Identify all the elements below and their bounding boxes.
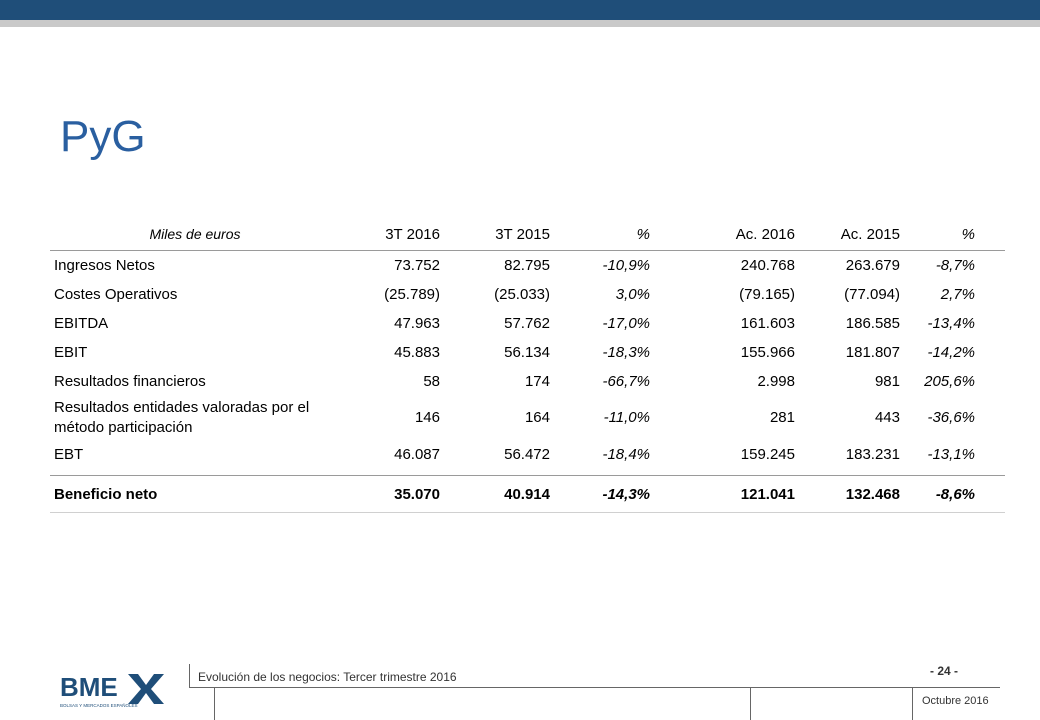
cell-percent: -13,1%	[927, 446, 975, 463]
footer-tick	[750, 687, 751, 720]
table-row: EBIT 45.883 56.134 -18,3% 155.966 181.80…	[50, 338, 1005, 367]
cell-value: 263.679	[845, 257, 900, 274]
bme-logo: BME BOLSAS Y MERCADOS ESPAÑOLES	[60, 672, 164, 708]
cell-value: 58	[423, 373, 440, 390]
table-row: Costes Operativos (25.789) (25.033) 3,0%…	[50, 280, 1005, 309]
total-percent: -14,3%	[560, 475, 680, 513]
cell-value: 981	[874, 373, 900, 390]
unit-label: Miles de euros	[50, 218, 340, 251]
page-title: PyG	[60, 112, 146, 161]
row-label: EBITDA	[54, 315, 109, 332]
cell-value: 47.963	[394, 315, 440, 332]
cell-value: 73.752	[394, 257, 440, 274]
col-3t-2015: 3T 2015	[450, 218, 560, 251]
table-row: EBT 46.087 56.472 -18,4% 159.245 183.231…	[50, 440, 1005, 469]
row-label: Resultados entidades valoradas por el mé…	[50, 396, 340, 440]
footer-tick	[912, 687, 913, 720]
cell-percent: -13,4%	[927, 315, 975, 332]
page-number: - 24 -	[930, 664, 959, 678]
row-label: Resultados financieros	[54, 373, 206, 390]
cell-value: 174	[524, 373, 550, 390]
cell-value: 181.807	[845, 344, 900, 361]
footer-date: Octubre 2016	[922, 695, 989, 707]
cell-value: 46.087	[394, 446, 440, 463]
footer-document-title: Evolución de los negocios: Tercer trimes…	[198, 670, 457, 684]
total-value: 132.468	[805, 475, 910, 513]
cell-value: 155.966	[740, 344, 795, 361]
bme-logo-text: BME	[60, 672, 118, 702]
top-banner	[0, 0, 1040, 20]
bme-logo-subtext: BOLSAS Y MERCADOS ESPAÑOLES	[60, 702, 138, 708]
table-row: Resultados entidades valoradas por el mé…	[50, 396, 1005, 440]
table-row: Resultados financieros 58 174 -66,7% 2.9…	[50, 367, 1005, 396]
cell-value: (25.033)	[494, 286, 550, 303]
cell-value: 240.768	[740, 257, 795, 274]
row-label: EBIT	[54, 344, 88, 361]
cell-percent: 2,7%	[940, 286, 975, 303]
cell-percent: -14,2%	[927, 344, 975, 361]
footer-rule	[189, 687, 1000, 688]
pyg-table: Miles de euros 3T 2016 3T 2015 % Ac. 201…	[50, 218, 1005, 513]
cell-percent: -66,7%	[602, 373, 650, 390]
cell-value: (77.094)	[844, 286, 900, 303]
cell-percent: -10,9%	[602, 257, 650, 274]
footer-divider	[189, 664, 190, 688]
cell-value: 161.603	[740, 315, 795, 332]
footer-tick	[214, 687, 215, 720]
table-row: Ingresos Netos 73.752 82.795 -10,9% 240.…	[50, 251, 1005, 281]
col-pct-quarter: %	[560, 218, 680, 251]
cell-value: 183.231	[845, 446, 900, 463]
table-total-row: Beneficio neto 35.070 40.914 -14,3% 121.…	[50, 475, 1005, 513]
row-label: EBT	[54, 446, 84, 463]
cell-value: 186.585	[845, 315, 900, 332]
top-banner-shadow	[0, 20, 1040, 27]
cell-percent: -8,7%	[935, 257, 975, 274]
cell-value: (79.165)	[739, 286, 795, 303]
cell-percent: 205,6%	[924, 373, 975, 390]
cell-value: 159.245	[740, 446, 795, 463]
cell-percent: 3,0%	[615, 286, 650, 303]
cell-value: 45.883	[394, 344, 440, 361]
cell-value: 57.762	[504, 315, 550, 332]
row-label: Ingresos Netos	[54, 257, 155, 274]
cell-percent: -11,0%	[603, 409, 650, 426]
row-label-line1: Resultados entidades valoradas por el	[54, 399, 310, 416]
cell-value: 82.795	[504, 257, 550, 274]
cell-percent: -36,6%	[927, 409, 975, 426]
cell-value: 443	[874, 409, 900, 426]
col-ac-2015: Ac. 2015	[805, 218, 910, 251]
col-pct-accum: %	[910, 218, 1005, 251]
cell-percent: -18,3%	[602, 344, 650, 361]
col-ac-2016: Ac. 2016	[680, 218, 805, 251]
total-value: 40.914	[450, 475, 560, 513]
table-header-row: Miles de euros 3T 2016 3T 2015 % Ac. 201…	[50, 218, 1005, 251]
cell-value: 146	[414, 409, 440, 426]
total-label: Beneficio neto	[50, 475, 340, 513]
cell-value: (25.789)	[384, 286, 440, 303]
cell-value: 164	[524, 409, 550, 426]
total-value: 121.041	[680, 475, 805, 513]
bme-x-icon	[128, 674, 164, 704]
cell-value: 56.472	[504, 446, 550, 463]
cell-percent: -17,0%	[602, 315, 650, 332]
total-value: 35.070	[340, 475, 450, 513]
cell-value: 2.998	[757, 373, 795, 390]
total-percent: -8,6%	[910, 475, 1005, 513]
col-3t-2016: 3T 2016	[340, 218, 450, 251]
table-row: EBITDA 47.963 57.762 -17,0% 161.603 186.…	[50, 309, 1005, 338]
cell-value: 281	[769, 409, 795, 426]
row-label: Costes Operativos	[54, 286, 178, 303]
row-label-line2: método participación	[54, 419, 193, 436]
cell-percent: -18,4%	[602, 446, 650, 463]
cell-value: 56.134	[504, 344, 550, 361]
